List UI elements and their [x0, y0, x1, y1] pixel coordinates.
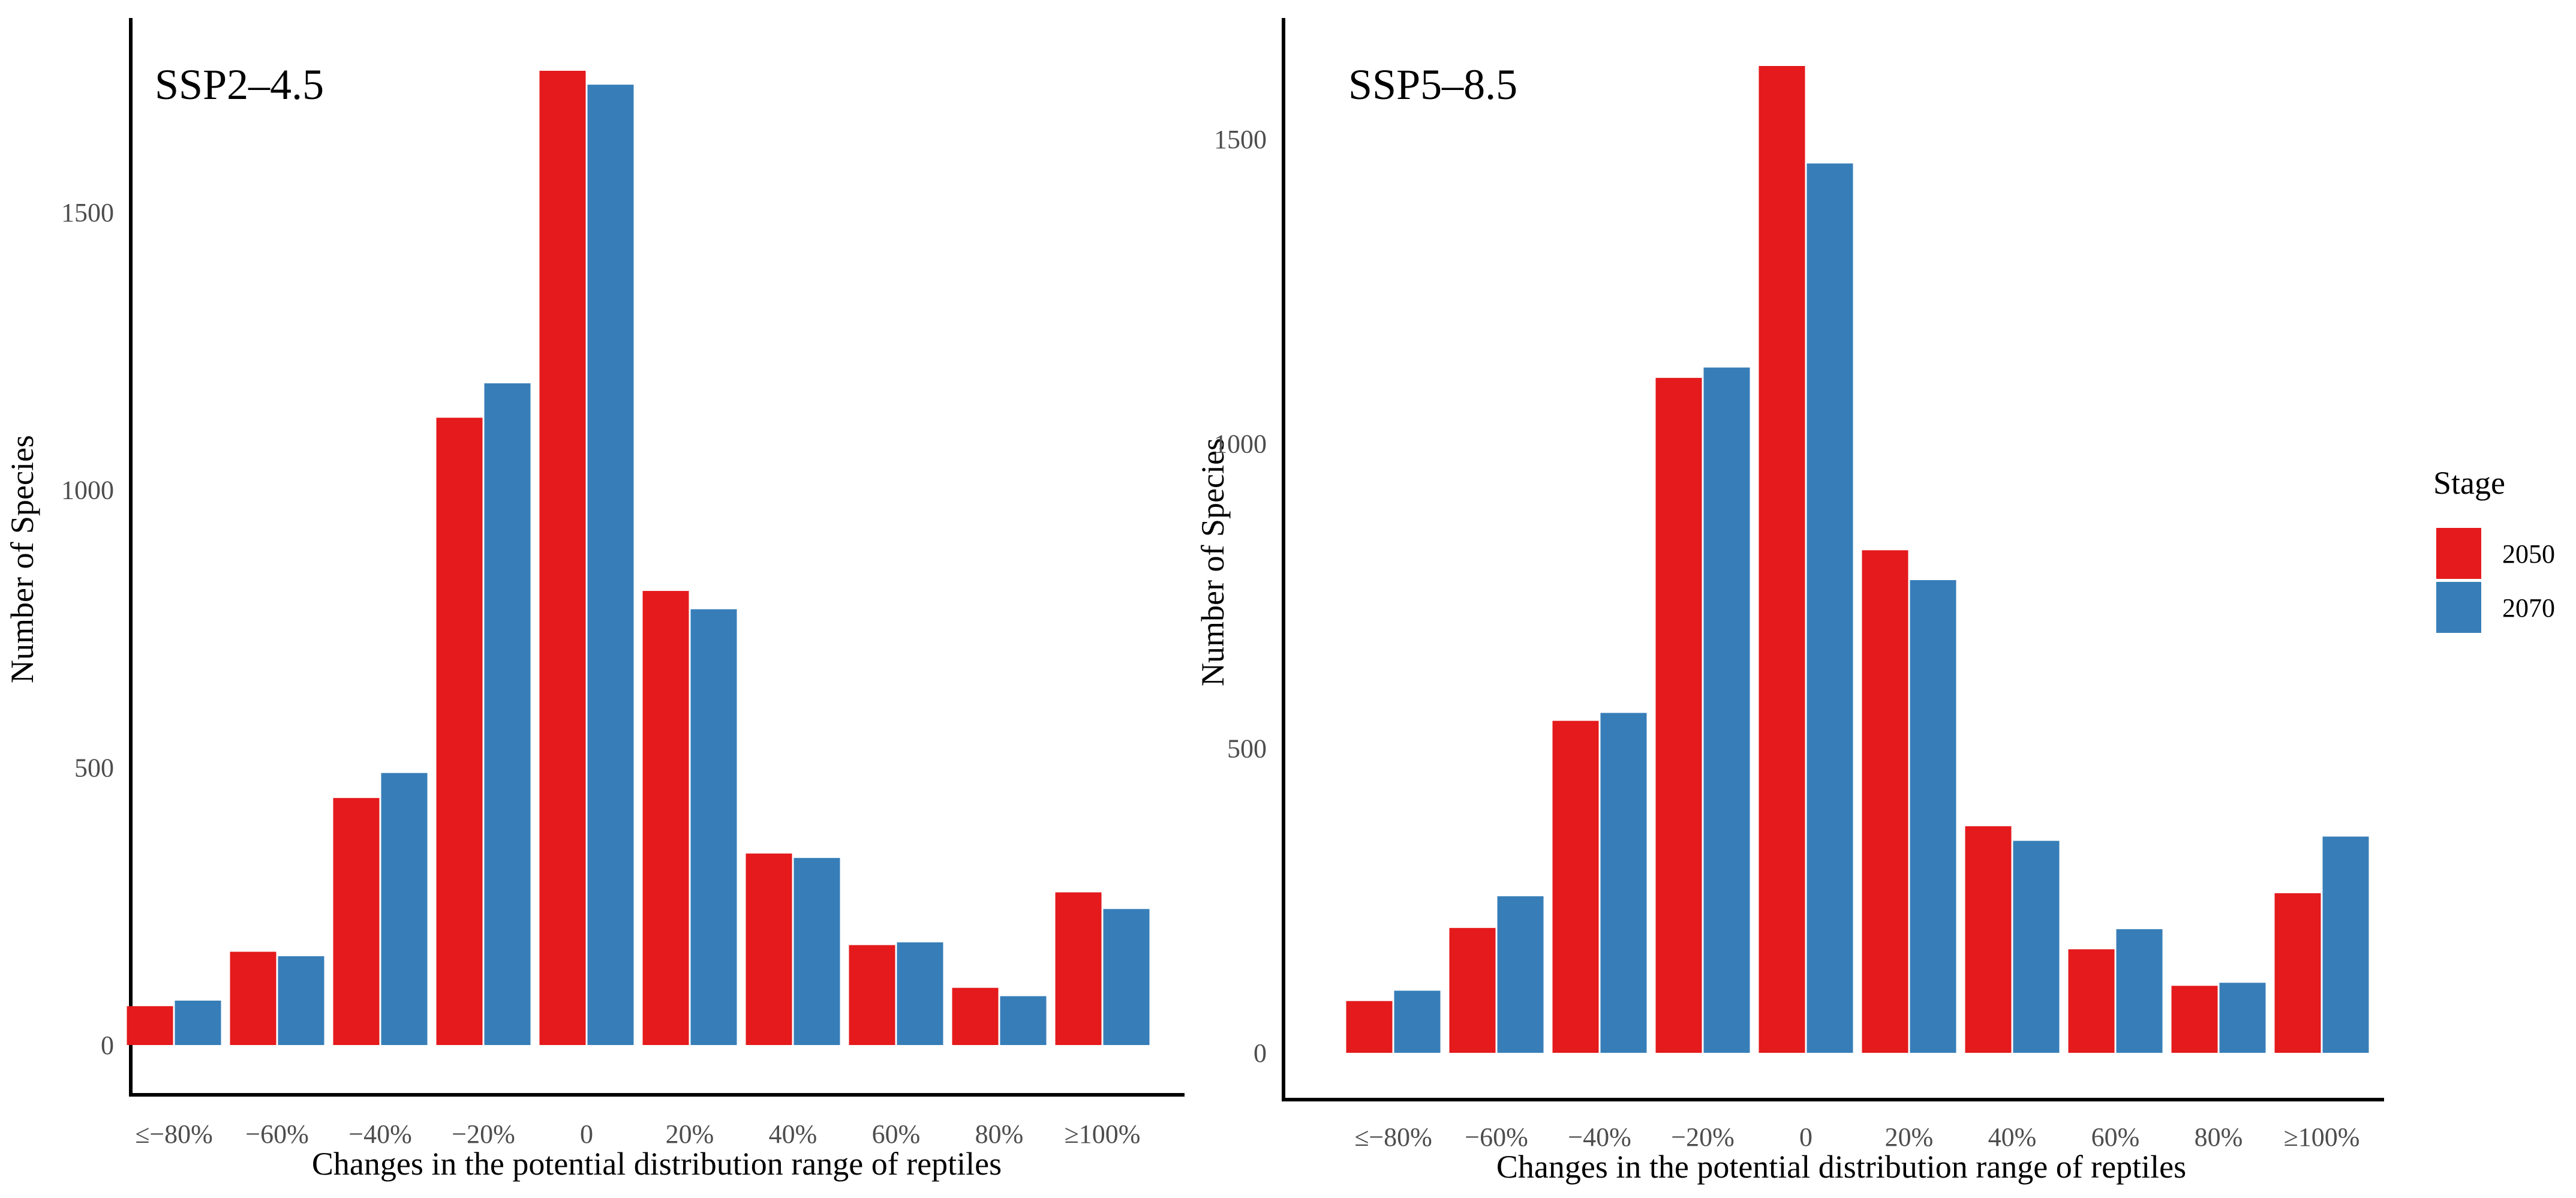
bar-2050-7	[2068, 949, 2115, 1053]
bars	[127, 71, 1150, 1045]
bar-2050-2	[333, 798, 380, 1045]
x-tick-label: 40%	[1988, 1122, 2037, 1152]
x-tick-labels: ≤−80% −60% −40% −20% 0 20% 40% 60% 80% ≥100%	[135, 1119, 1140, 1149]
legend-label-2070: 2070	[2502, 593, 2555, 623]
bar-2070-0	[175, 1000, 221, 1045]
x-tick-label: 0	[580, 1119, 593, 1149]
bars	[1346, 66, 2369, 1053]
bar-2070-9	[1103, 909, 1150, 1045]
x-tick-label: ≤−80%	[135, 1119, 213, 1149]
bar-2070-7	[2116, 929, 2163, 1053]
bar-2050-8	[952, 987, 999, 1045]
bar-2050-1	[230, 951, 276, 1045]
panel-label: SSP5–8.5	[1348, 61, 1517, 109]
legend-swatch-2070	[2436, 582, 2481, 633]
bar-2070-2	[381, 773, 428, 1045]
y-tick-label: 1000	[61, 476, 114, 505]
y-axis-title: Number of Species	[4, 435, 40, 683]
panel-label: SSP2–4.5	[155, 61, 324, 109]
y-axis-title: Number of Species	[1195, 438, 1231, 686]
bar-2050-7	[849, 945, 895, 1045]
legend-label-2050: 2050	[2502, 539, 2555, 569]
x-tick-label: 20%	[1885, 1122, 1934, 1152]
x-tick-label: 40%	[769, 1119, 817, 1149]
x-tick-labels: ≤−80% −60% −40% −20% 0 20% 40% 60% 80% ≥100%	[1354, 1122, 2359, 1152]
x-tick-label: ≥100%	[1065, 1119, 1141, 1149]
panel-ssp245: SSP2–4.5 Number of Species Changes in th…	[4, 18, 1185, 1182]
y-tick-label: 500	[1227, 734, 1267, 763]
bar-2050-3	[1655, 377, 1702, 1053]
x-tick-label: 80%	[975, 1119, 1024, 1149]
y-tick-label: 1000	[1214, 430, 1267, 459]
bar-2070-0	[1394, 990, 1441, 1053]
bar-2050-9	[2274, 893, 2321, 1053]
panel-ssp585: SSP5–8.5 Number of Species Changes in th…	[1195, 18, 2384, 1185]
x-tick-label: −40%	[348, 1119, 411, 1149]
bar-2070-5	[690, 609, 737, 1045]
bar-2050-4	[539, 71, 586, 1045]
bar-2070-3	[484, 383, 531, 1045]
bar-2070-8	[1000, 996, 1047, 1045]
legend-swatch-2050	[2436, 528, 2481, 579]
bar-2070-7	[897, 942, 943, 1045]
x-tick-label: −40%	[1568, 1122, 1631, 1152]
x-tick-label: ≤−80%	[1354, 1122, 1432, 1152]
bar-2050-9	[1055, 892, 1102, 1045]
legend-title: Stage	[2433, 465, 2505, 501]
bar-2070-1	[278, 956, 324, 1045]
x-axis-title: Changes in the potential distribution ra…	[312, 1146, 1002, 1182]
bar-2070-5	[1910, 580, 1956, 1053]
bar-2070-6	[2013, 840, 2060, 1053]
bar-2070-6	[793, 858, 840, 1045]
x-tick-label: −20%	[1671, 1122, 1734, 1152]
bar-2070-2	[1600, 713, 1647, 1053]
x-tick-label: 0	[1799, 1122, 1812, 1152]
bar-2070-1	[1497, 896, 1544, 1053]
bar-2070-4	[587, 85, 634, 1045]
y-tick-labels: 0 500 1000 1500	[1214, 125, 1267, 1068]
y-tick-labels: 0 500 1000 1500	[61, 198, 114, 1060]
bar-2050-0	[127, 1006, 173, 1045]
legend: Stage 2050 2070	[2433, 465, 2555, 633]
y-tick-label: 1500	[61, 198, 114, 227]
x-tick-label: ≥100%	[2284, 1122, 2360, 1152]
bar-2050-3	[436, 418, 483, 1045]
bar-2050-5	[1862, 550, 1908, 1053]
bar-2070-8	[2219, 983, 2266, 1053]
x-tick-label: 20%	[666, 1119, 714, 1149]
x-tick-label: −60%	[1465, 1122, 1528, 1152]
bar-2070-4	[1806, 163, 1853, 1053]
x-tick-label: 80%	[2195, 1122, 2243, 1152]
bar-2050-1	[1449, 927, 1496, 1053]
bar-2050-2	[1552, 720, 1599, 1053]
x-tick-label: −60%	[245, 1119, 308, 1149]
bar-2070-9	[2322, 836, 2369, 1053]
y-tick-label: 0	[101, 1031, 114, 1060]
y-tick-label: 0	[1254, 1038, 1267, 1068]
bar-2050-0	[1346, 1001, 1393, 1053]
bar-2050-6	[746, 853, 792, 1045]
bar-2070-3	[1703, 367, 1750, 1053]
x-axis-title: Changes in the potential distribution ra…	[1496, 1149, 2186, 1185]
x-tick-label: 60%	[872, 1119, 921, 1149]
bar-2050-6	[1965, 826, 2012, 1053]
x-tick-label: 60%	[2091, 1122, 2140, 1152]
bar-2050-4	[1759, 66, 1805, 1053]
bar-2050-5	[642, 591, 689, 1045]
y-tick-label: 1500	[1214, 125, 1267, 154]
y-tick-label: 500	[74, 753, 114, 782]
bar-2050-8	[2171, 986, 2218, 1053]
x-tick-label: −20%	[452, 1119, 515, 1149]
